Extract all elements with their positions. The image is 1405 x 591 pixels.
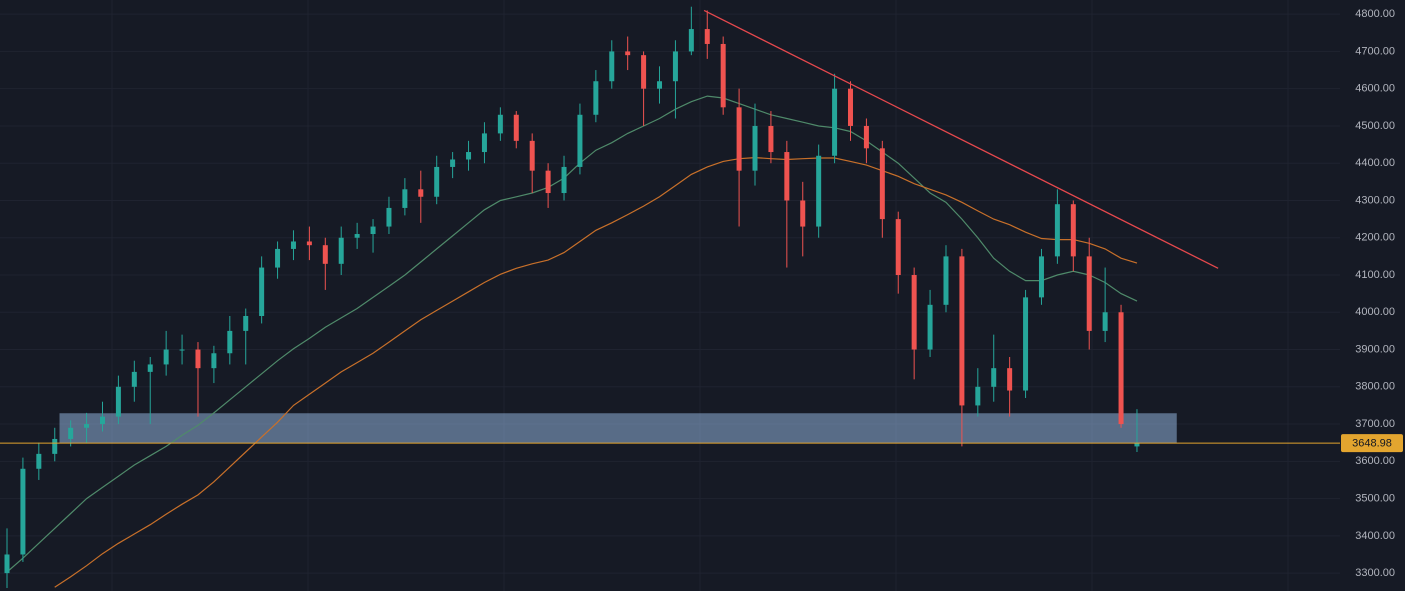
candle-body: [1054, 204, 1060, 257]
y-tick-label: 3600.00: [1355, 455, 1395, 467]
candle-body: [529, 140, 535, 171]
candle-body: [147, 364, 153, 372]
price-label-box: [1341, 434, 1403, 453]
candle-body: [1007, 368, 1013, 391]
candle-body: [991, 368, 997, 387]
candle-body: [625, 51, 631, 56]
candle-body: [895, 219, 901, 276]
candle-body: [4, 554, 10, 574]
candle-body: [227, 330, 233, 354]
candle-body: [259, 267, 265, 316]
candle-body: [275, 248, 281, 268]
candle-body: [354, 234, 360, 238]
y-tick-label: 4400.00: [1355, 157, 1395, 169]
candle-body: [497, 114, 503, 134]
candle-body: [672, 51, 678, 82]
candle-body: [99, 416, 105, 425]
candle-body: [115, 386, 121, 417]
y-tick-label: 4100.00: [1355, 269, 1395, 281]
y-tick-label: 4000.00: [1355, 306, 1395, 318]
y-tick-label: 3900.00: [1355, 343, 1395, 355]
y-tick-label: 3500.00: [1355, 492, 1395, 504]
candle-body: [322, 245, 328, 264]
candle-body: [290, 241, 296, 249]
candle-body: [943, 256, 949, 305]
candle-body: [1070, 204, 1076, 257]
candle-body: [688, 29, 694, 52]
candle-body: [752, 125, 758, 171]
candle-body: [641, 55, 647, 89]
candle-body: [1102, 312, 1108, 331]
candle-body: [84, 424, 90, 428]
candle-body: [768, 125, 774, 153]
candle-body: [466, 152, 472, 160]
candle-body: [1118, 312, 1124, 425]
candle-body: [863, 125, 869, 149]
candle-body: [370, 226, 376, 235]
y-tick-label: 4200.00: [1355, 232, 1395, 244]
candle-body: [1086, 256, 1092, 331]
candle-body: [1023, 297, 1029, 391]
y-tick-label: 4600.00: [1355, 83, 1395, 95]
candle-body: [609, 51, 615, 82]
candle-body: [481, 133, 487, 153]
candle-body: [927, 304, 933, 350]
moving-average-line: [54, 156, 1138, 588]
candle-body: [816, 155, 822, 227]
candle-body: [975, 386, 981, 406]
candle-body: [657, 81, 663, 89]
y-tick-label: 3700.00: [1355, 418, 1395, 430]
candle-body: [68, 427, 74, 439]
candle-body: [52, 438, 58, 454]
candle-body: [338, 237, 344, 264]
candle-body: [879, 148, 885, 220]
candle-body: [211, 353, 217, 369]
candle-body: [418, 189, 424, 197]
y-tick-label: 3300.00: [1355, 567, 1395, 579]
candle-body: [163, 349, 169, 365]
candle-body: [195, 349, 201, 369]
candle-body: [20, 468, 26, 555]
candle-body: [577, 114, 583, 167]
y-tick-label: 4700.00: [1355, 45, 1395, 57]
candle-body: [593, 81, 599, 115]
candle-body: [847, 88, 853, 126]
candle-body: [832, 88, 838, 156]
candle-body: [720, 43, 726, 108]
candle-body: [704, 29, 710, 44]
trendline: [703, 9, 1219, 269]
candle-body: [736, 107, 742, 171]
candle-body: [402, 189, 408, 208]
candle-body: [911, 275, 917, 350]
candle-body: [131, 371, 137, 387]
candle-body: [545, 170, 551, 194]
candle-body: [179, 349, 185, 351]
candle-body: [434, 166, 440, 197]
support-zone: [59, 413, 1177, 444]
candle-body: [784, 152, 790, 201]
candle-body: [1038, 256, 1044, 298]
price-label: 3648.98: [1352, 437, 1392, 449]
candle-body: [513, 114, 519, 141]
y-tick-label: 4800.00: [1355, 8, 1395, 20]
candle-body: [450, 159, 456, 167]
candle-body: [561, 166, 567, 194]
candle-body: [306, 241, 312, 246]
candle-body: [959, 256, 965, 406]
moving-average-line: [6, 95, 1138, 573]
y-tick-label: 4300.00: [1355, 194, 1395, 206]
candle-body: [386, 207, 392, 227]
y-tick-label: 3400.00: [1355, 530, 1395, 542]
candle-body: [800, 200, 806, 227]
y-tick-label: 4500.00: [1355, 120, 1395, 132]
y-tick-label: 3800.00: [1355, 381, 1395, 393]
candle-body: [36, 453, 42, 469]
candle-body: [1134, 443, 1140, 447]
candle-body: [243, 315, 249, 331]
